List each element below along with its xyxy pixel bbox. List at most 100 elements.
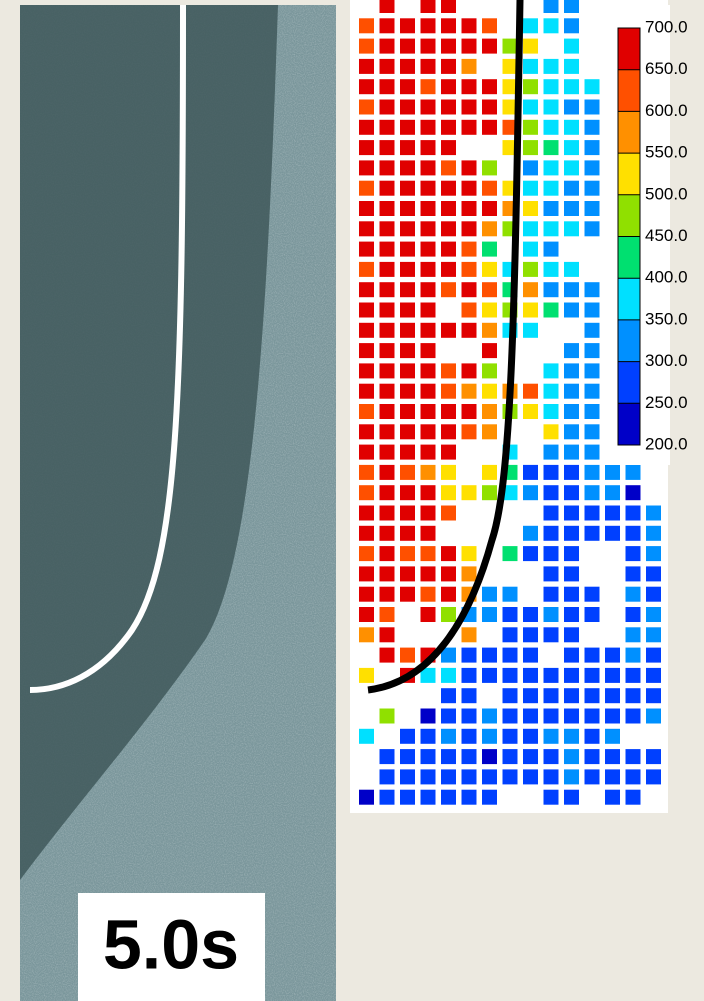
heatmap-cell (482, 790, 497, 805)
heatmap-cell (400, 39, 415, 54)
heatmap-cell (482, 709, 497, 724)
heatmap-cell (523, 59, 538, 74)
heatmap-cell (564, 729, 579, 744)
heatmap-cell (400, 790, 415, 805)
heatmap-cell (380, 790, 395, 805)
heatmap-cell (585, 749, 600, 764)
heatmap-cell (482, 587, 497, 602)
heatmap-cell (441, 262, 456, 277)
colorbar-bin (618, 153, 640, 195)
heatmap-cell (482, 323, 497, 338)
heatmap-cell (626, 769, 641, 784)
heatmap-cell (523, 140, 538, 155)
heatmap-cell (564, 282, 579, 297)
heatmap-cell (585, 465, 600, 480)
heatmap-cell (605, 729, 620, 744)
heatmap-cell (462, 303, 477, 318)
heatmap-cell (441, 221, 456, 236)
heatmap-cell (626, 526, 641, 541)
heatmap-cell (523, 120, 538, 135)
heatmap-cell (523, 688, 538, 703)
heatmap-cell (359, 384, 374, 399)
heatmap-cell (544, 120, 559, 135)
heatmap-cell (605, 709, 620, 724)
heatmap-cell (564, 526, 579, 541)
heatmap-cell (564, 181, 579, 196)
heatmap-cell (462, 201, 477, 216)
heatmap-cell (421, 404, 436, 419)
heatmap-cell (585, 343, 600, 358)
heatmap-cell (564, 587, 579, 602)
heatmap-cell (482, 160, 497, 175)
heatmap-cell (380, 769, 395, 784)
heatmap-cell (482, 607, 497, 622)
heatmap-cell (359, 729, 374, 744)
heatmap-cell (585, 709, 600, 724)
heatmap-cell (626, 648, 641, 663)
heatmap-cell (380, 607, 395, 622)
heatmap-cell (380, 485, 395, 500)
heatmap-cell (380, 181, 395, 196)
heatmap-cell (400, 221, 415, 236)
heatmap-cell (523, 526, 538, 541)
heatmap-cell (564, 303, 579, 318)
heatmap-cell (544, 79, 559, 94)
colorbar-tick-label: 550.0 (645, 143, 688, 162)
heatmap-cell (523, 201, 538, 216)
heatmap-cell (400, 506, 415, 521)
heatmap-cell (421, 485, 436, 500)
heatmap-cell (503, 749, 518, 764)
heatmap-cell (626, 790, 641, 805)
heatmap-cell (564, 648, 579, 663)
heatmap-cell (523, 607, 538, 622)
heatmap-cell (421, 384, 436, 399)
heatmap-cell (482, 262, 497, 277)
heatmap-cell (564, 445, 579, 460)
heatmap-cell (462, 181, 477, 196)
heatmap-cell (421, 709, 436, 724)
colorbar-tick-label: 650.0 (645, 59, 688, 78)
heatmap-cell (400, 282, 415, 297)
heatmap-cell (462, 160, 477, 175)
heatmap-cell (359, 242, 374, 257)
heatmap-cell (400, 323, 415, 338)
heatmap-cell (441, 769, 456, 784)
heatmap-cell (544, 790, 559, 805)
heatmap-cell (626, 587, 641, 602)
heatmap-cell (605, 790, 620, 805)
heatmap-cell (462, 384, 477, 399)
heatmap-cell (626, 566, 641, 581)
heatmap-cell (421, 160, 436, 175)
heatmap-cell (359, 587, 374, 602)
heatmap-cell (503, 59, 518, 74)
heatmap-cell (359, 201, 374, 216)
heatmap-cell (421, 201, 436, 216)
heatmap-cell (564, 39, 579, 54)
heatmap-cell (523, 323, 538, 338)
heatmap-cell (380, 59, 395, 74)
heatmap-cell (585, 587, 600, 602)
heatmap-cell (441, 607, 456, 622)
heatmap-cell (564, 120, 579, 135)
heatmap-cell (462, 769, 477, 784)
heatmap-cell (421, 282, 436, 297)
heatmap-cell (421, 79, 436, 94)
heatmap-cell (359, 140, 374, 155)
heatmap-cell (462, 242, 477, 257)
heatmap-cell (441, 729, 456, 744)
heatmap-cell (380, 221, 395, 236)
heatmap-cell (380, 587, 395, 602)
heatmap-cell (585, 384, 600, 399)
heatmap-cell (441, 445, 456, 460)
time-label: 5.0s (103, 905, 239, 983)
heatmap-cell (441, 688, 456, 703)
heatmap-cell (482, 729, 497, 744)
heatmap-cell (564, 749, 579, 764)
heatmap-cell (564, 100, 579, 115)
heatmap-cell (380, 100, 395, 115)
heatmap-cell (523, 404, 538, 419)
heatmap-cell (380, 18, 395, 33)
heatmap-cell (441, 404, 456, 419)
heatmap-cell (441, 242, 456, 257)
heatmap-cell (462, 39, 477, 54)
